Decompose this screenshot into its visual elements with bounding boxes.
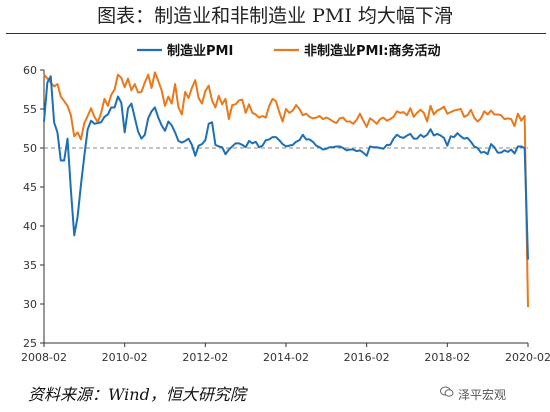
- x-tick-label: 2018-02: [424, 351, 470, 364]
- x-tick-label: 2014-02: [263, 351, 309, 364]
- pmi-line-chart: 制造业PMI 非制造业PMI:商务活动 25 30 35 40 45 50 55 60 200…: [21, 43, 550, 364]
- series-line-non-manufacturing: [43, 71, 529, 308]
- chart-legend: 制造业PMI 非制造业PMI:商务活动: [137, 43, 441, 59]
- y-tick-label: 30: [23, 298, 37, 311]
- y-tick-label: 25: [23, 337, 37, 350]
- x-tick-label: 2016-02: [344, 351, 390, 364]
- y-tick-label: 40: [23, 220, 37, 233]
- watermark-text: 泽平宏观: [458, 388, 507, 402]
- series-line-manufacturing: [43, 75, 529, 260]
- y-tick-label: 45: [23, 181, 37, 194]
- y-tick-label: 55: [23, 103, 37, 116]
- source-note: 资料来源：Wind，恒大研究院: [28, 385, 246, 404]
- title-divider: [6, 33, 546, 34]
- legend-label-manufacturing: 制造业PMI: [167, 43, 233, 59]
- wechat-icon: [440, 386, 454, 397]
- x-axis: 2008-02 2010-02 2012-02 2014-02 2016-02 2018-…: [21, 342, 550, 364]
- x-tick-label: 2012-02: [182, 351, 228, 364]
- x-tick-label: 2008-02: [21, 351, 67, 364]
- x-tick-label: 2010-02: [102, 351, 148, 364]
- series-group: [43, 71, 529, 308]
- y-tick-label: 35: [23, 259, 37, 272]
- legend-label-non-manufacturing: 非制造业PMI:商务活动: [304, 43, 441, 59]
- y-axis: 25 30 35 40 45 50 55 60: [23, 64, 45, 350]
- page-title: 图表：制造业和非制造业 PMI 均大幅下滑: [97, 5, 453, 27]
- y-tick-label: 60: [23, 64, 37, 77]
- x-tick-label: 2020-02: [505, 351, 550, 364]
- y-tick-label: 50: [23, 142, 37, 155]
